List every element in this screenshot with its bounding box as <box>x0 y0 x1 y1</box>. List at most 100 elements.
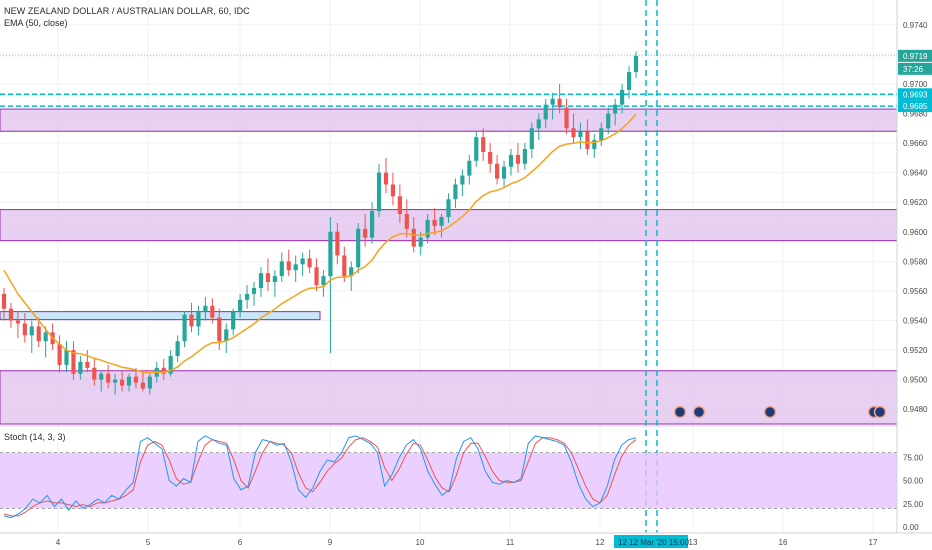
candle-body <box>279 261 284 277</box>
candle-body <box>244 293 250 300</box>
time-tick-label: 10 <box>416 538 425 547</box>
price-tick-label: 0.9540 <box>903 317 928 326</box>
candle-body <box>536 119 541 129</box>
candle-body <box>467 160 472 176</box>
candle-body <box>335 231 340 256</box>
candle-body <box>592 140 597 149</box>
price-tick-label: 0.9620 <box>903 198 928 207</box>
candle-body <box>439 217 444 226</box>
candle-body <box>550 98 555 105</box>
countdown-badge: 37:26 <box>903 65 924 74</box>
candle-body <box>543 104 548 120</box>
candle-body <box>57 344 62 365</box>
candle-body <box>113 379 118 383</box>
stoch-k-line <box>3 435 637 519</box>
event-icon <box>692 405 706 419</box>
candle-body <box>606 113 611 129</box>
candle-body <box>397 196 402 215</box>
price-tick-label: 0.9560 <box>903 287 928 296</box>
candle-body <box>29 326 34 336</box>
time-tick-label: 9 <box>328 538 333 547</box>
level-badge-1-bg <box>898 88 932 101</box>
current-price-badge-bg <box>898 49 932 62</box>
candle-body <box>349 267 354 277</box>
candle-body <box>321 276 326 286</box>
candle-body <box>620 89 625 105</box>
price-tick-label: 0.9580 <box>903 257 928 266</box>
candle-body <box>119 379 125 386</box>
candle-body <box>446 199 451 217</box>
candle-body <box>78 361 83 374</box>
candle-body <box>161 367 166 374</box>
stoch-legend: Stoch (14, 3, 3) <box>4 432 66 442</box>
candle-body <box>196 311 201 327</box>
candle-body <box>585 131 590 149</box>
candle-body <box>342 255 347 277</box>
candle-body <box>370 211 375 238</box>
chart-title: NEW ZEALAND DOLLAR / AUSTRALIAN DOLLAR, … <box>4 6 250 16</box>
candle-body <box>300 258 305 265</box>
price-tick-label: 0.9480 <box>903 405 928 414</box>
time-tick-label: 4 <box>56 538 61 547</box>
candle-body <box>15 320 20 324</box>
candle-body <box>182 314 187 342</box>
support-zone-small <box>0 311 321 321</box>
candle-body <box>599 128 604 141</box>
candle-body <box>22 323 27 336</box>
price-tick-label: 0.9680 <box>903 110 928 119</box>
candle-body <box>529 128 534 149</box>
price-tick-label: 0.9700 <box>903 80 928 89</box>
stoch-d-line <box>3 437 637 517</box>
candle-body <box>217 317 222 342</box>
level-badge-2: 0.9685 <box>903 102 928 111</box>
candle-body <box>626 72 632 90</box>
candle-body <box>460 175 465 185</box>
candle-body <box>383 172 389 185</box>
candle-body <box>404 214 409 229</box>
candle-body <box>189 314 194 327</box>
stoch-band <box>0 452 897 509</box>
price-tick-label: 0.9660 <box>903 139 928 148</box>
candle-body <box>363 228 368 238</box>
price-tick-label: 0.9640 <box>903 169 928 178</box>
candle-body <box>293 264 298 271</box>
candle-body <box>328 231 333 277</box>
candle-body <box>251 287 257 294</box>
candle-body <box>140 382 145 389</box>
stoch-tick-label: 50.00 <box>903 477 924 486</box>
candle-body <box>557 98 562 108</box>
candle-body <box>474 137 479 161</box>
candle-body <box>571 128 576 138</box>
candle-body <box>508 154 514 167</box>
event-icon <box>763 405 777 419</box>
candle-body <box>36 326 41 342</box>
candle-body <box>64 350 69 365</box>
candle-body <box>106 373 111 383</box>
candle-body <box>481 137 486 152</box>
supply-demand-zone <box>0 108 898 132</box>
stoch-tick-label: 25.00 <box>903 500 924 509</box>
candle-body <box>272 276 277 283</box>
candle-body <box>376 172 382 212</box>
candle-body <box>522 148 527 164</box>
candle-body <box>92 367 97 380</box>
level-badge-2-bg <box>898 100 932 113</box>
time-tick-label: 12 <box>596 538 605 547</box>
price-tick-label: 0.9600 <box>903 228 928 237</box>
candle-body <box>418 237 423 247</box>
candle-body <box>501 166 507 179</box>
candle-body <box>85 361 90 368</box>
candle-body <box>175 341 180 356</box>
time-highlight-bg <box>614 535 688 548</box>
candle-body <box>126 376 132 386</box>
candle-body <box>238 299 243 312</box>
candle-body <box>8 308 14 321</box>
candle-body <box>265 273 270 283</box>
candle-body <box>210 305 215 318</box>
stoch-tick-label: 75.00 <box>903 453 924 462</box>
candle-body <box>633 55 639 73</box>
time-tick-label: 5 <box>146 538 151 547</box>
price-tick-label: 0.9500 <box>903 376 928 385</box>
level-badge-1: 0.9693 <box>903 90 928 99</box>
